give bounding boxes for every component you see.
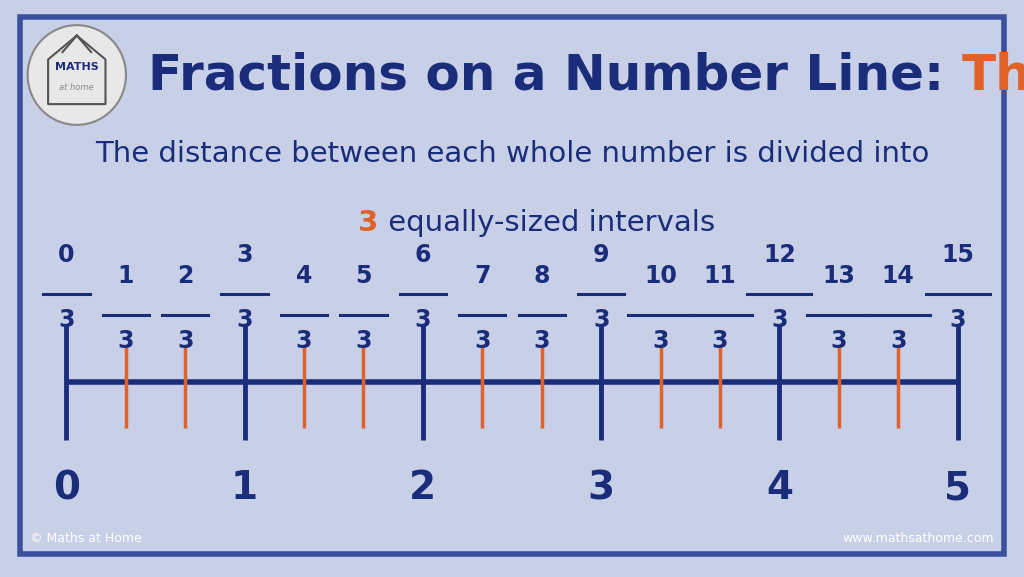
Text: 3: 3 (593, 308, 609, 332)
Text: 15: 15 (941, 243, 974, 267)
Text: 2: 2 (410, 469, 436, 507)
Text: 4: 4 (296, 264, 312, 288)
Text: © Maths at Home: © Maths at Home (31, 531, 142, 545)
Text: 3: 3 (177, 329, 194, 353)
Text: 9: 9 (593, 243, 609, 267)
Text: 10: 10 (644, 264, 677, 288)
Text: 4: 4 (766, 469, 793, 507)
Text: 1: 1 (231, 469, 258, 507)
Text: 3: 3 (237, 308, 253, 332)
Text: 3: 3 (652, 329, 669, 353)
Text: 5: 5 (355, 264, 372, 288)
Text: 6: 6 (415, 243, 431, 267)
Text: equally-sized intervals: equally-sized intervals (379, 209, 715, 237)
Text: 7: 7 (474, 264, 490, 288)
Text: 5: 5 (944, 469, 971, 507)
Text: www.mathsathome.com: www.mathsathome.com (842, 531, 993, 545)
Text: 0: 0 (53, 469, 80, 507)
Circle shape (28, 25, 126, 125)
Text: 3: 3 (58, 308, 75, 332)
Text: 3: 3 (588, 469, 614, 507)
Text: 14: 14 (882, 264, 914, 288)
Text: 13: 13 (822, 264, 855, 288)
Text: 3: 3 (830, 329, 847, 353)
Text: 11: 11 (703, 264, 736, 288)
Text: 3: 3 (415, 308, 431, 332)
Text: MATHS: MATHS (55, 62, 98, 72)
Text: 3: 3 (890, 329, 906, 353)
Text: 3: 3 (355, 329, 372, 353)
Text: 3: 3 (712, 329, 728, 353)
Text: 8: 8 (534, 264, 550, 288)
Text: 3: 3 (358, 209, 379, 237)
Text: 2: 2 (177, 264, 194, 288)
Text: 3: 3 (474, 329, 490, 353)
Text: 3: 3 (237, 243, 253, 267)
Text: The distance between each whole number is divided into: The distance between each whole number i… (95, 140, 929, 168)
Text: 0: 0 (58, 243, 75, 267)
Text: at home: at home (59, 83, 94, 92)
Text: 3: 3 (296, 329, 312, 353)
Text: 3: 3 (118, 329, 134, 353)
Text: 3: 3 (771, 308, 787, 332)
Text: 3: 3 (949, 308, 966, 332)
Text: Thirds: Thirds (962, 51, 1024, 99)
Text: 12: 12 (763, 243, 796, 267)
Text: 3: 3 (534, 329, 550, 353)
Text: 1: 1 (118, 264, 134, 288)
Text: Fractions on a Number Line:: Fractions on a Number Line: (148, 51, 962, 99)
